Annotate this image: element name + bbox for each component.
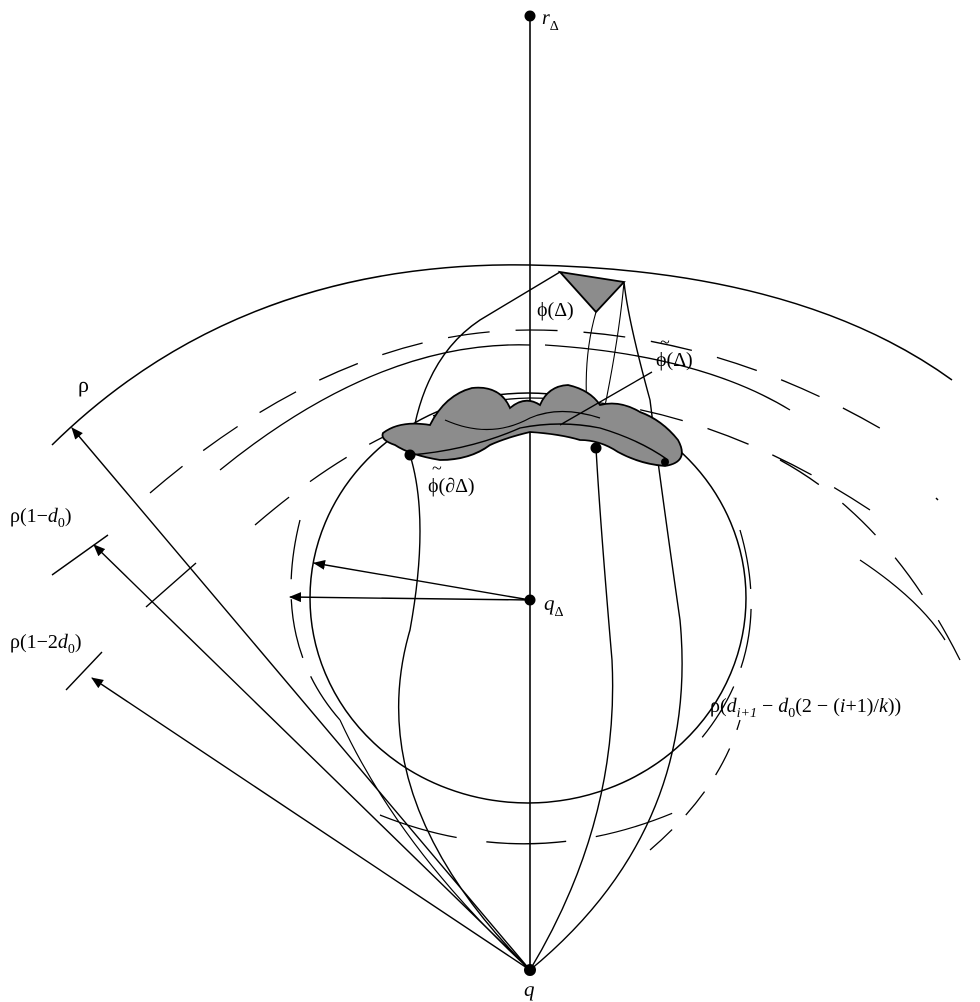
point-boundary-right	[590, 442, 602, 454]
dashed-arc-inner	[219, 344, 791, 471]
pointer-phi-tilde-delta	[559, 371, 653, 426]
label-rho-1-2d0: ρ(1−2d0)	[10, 631, 82, 657]
arrow-q-to-rho-1-d0	[93, 544, 531, 971]
label-r-delta: rΔ	[542, 7, 559, 34]
tick-rho-1-d0	[51, 534, 109, 576]
point-r-delta	[524, 10, 536, 22]
label-q: q	[524, 977, 535, 1001]
label-phi-tilde-delta: ϕ(Δ)	[656, 349, 693, 371]
dashed-arc-outer-3	[779, 459, 961, 661]
meridian-right	[529, 281, 683, 971]
dashed-circle-arc-left	[290, 519, 341, 721]
dashed-circle-arc-bottom-right	[649, 719, 741, 851]
arrow-q-to-rho-1-2d0	[91, 677, 531, 971]
dashed-circle-arc-bottom	[379, 809, 681, 845]
dashed-arc-outer-2	[254, 397, 871, 526]
meridian-left	[398, 271, 561, 971]
label-rho: ρ	[78, 372, 89, 397]
meridian-center-right	[529, 447, 614, 971]
dashed-arc-outer-1	[149, 329, 901, 494]
label-phi-tilde-boundary: ϕ(∂Δ)	[428, 475, 475, 497]
label-rho-1-d0: ρ(1−d0)	[10, 505, 72, 531]
label-phi-delta: ϕ(Δ)	[537, 299, 574, 321]
arrow-q-delta-to-dashed	[289, 592, 531, 603]
arrow-q-delta-to-circle	[313, 559, 531, 601]
dashed-arc-outer-4	[859, 559, 946, 641]
outer-arc-rho	[51, 264, 953, 446]
circle-q-delta	[309, 392, 747, 804]
arrow-q-to-rho	[71, 427, 531, 971]
label-phi-tilde-delta-tilde: ~	[660, 332, 670, 352]
label-q-delta: qΔ	[544, 591, 564, 620]
phi-tilde-boundary-curve	[409, 423, 669, 461]
tick-rho-1-d0-inner	[145, 562, 197, 608]
dashed-circle-arc-right	[699, 529, 752, 741]
point-blob-right	[661, 458, 669, 466]
label-rho-d-formula: ρ(di+1 − d0(2 − (i+1)/k))	[710, 695, 901, 721]
phi-delta-triangle	[557, 270, 626, 314]
tick-rho-1-2d0	[65, 651, 103, 691]
point-boundary-left	[404, 449, 416, 461]
label-phi-tilde-boundary-tilde: ~	[432, 458, 442, 478]
phi-tilde-inner-curve	[444, 410, 601, 431]
tick-dot	[935, 497, 939, 501]
